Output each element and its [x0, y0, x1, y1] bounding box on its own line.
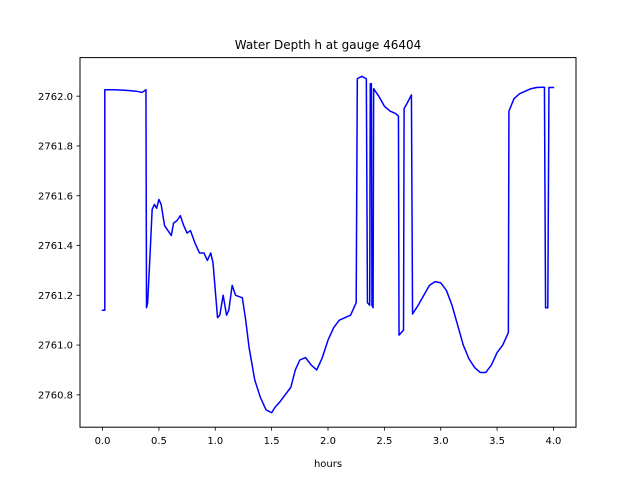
- y-axis: 2760.8 2761.0 2761.2 2761.4 2761.6 2761.8 2762…: [38, 92, 80, 401]
- x-tick-label: 0.0: [95, 436, 111, 447]
- chart-title: Water Depth h at gauge 46404: [235, 38, 422, 52]
- x-tick-label: 3.5: [489, 436, 505, 447]
- x-tick-label: 4.0: [546, 436, 562, 447]
- x-axis-label: hours: [314, 459, 342, 470]
- x-tick-label: 0.5: [151, 436, 167, 447]
- plot-area: [80, 57, 576, 428]
- x-axis: 0.0 0.5 1.0 1.5 2.0 2.5 3.0 3.5 4.0: [95, 427, 562, 447]
- x-tick-label: 2.5: [376, 436, 392, 447]
- series-layer: [101, 75, 555, 414]
- y-tick-label: 2761.8: [38, 142, 73, 153]
- x-tick-label: 3.0: [433, 436, 449, 447]
- plot-frame: [79, 57, 577, 428]
- x-tick-label: 1.5: [264, 436, 280, 447]
- y-tick-label: 2760.8: [38, 390, 73, 401]
- y-tick-label: 2761.4: [38, 241, 73, 252]
- x-tick-label: 1.0: [207, 436, 223, 447]
- y-tick-label: 2761.6: [38, 191, 73, 202]
- y-tick-label: 2761.2: [38, 291, 73, 302]
- x-tick-label: 2.0: [320, 436, 336, 447]
- y-tick-label: 2762.0: [38, 92, 73, 103]
- water-depth-line: [101, 75, 555, 414]
- y-tick-label: 2761.0: [38, 341, 73, 352]
